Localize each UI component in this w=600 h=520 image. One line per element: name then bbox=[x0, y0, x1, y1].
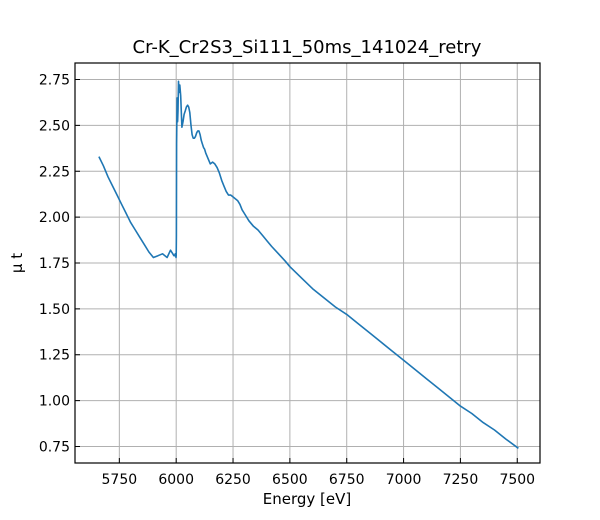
tick-layer: 5750 6000 6250 6500 6750 7000 7250 7500 0.75 1.00… bbox=[39, 73, 535, 488]
y-tick-label: 1.50 bbox=[39, 302, 70, 318]
y-tick-label: 1.75 bbox=[39, 256, 70, 272]
x-tick-label: 6500 bbox=[272, 472, 308, 488]
series-layer bbox=[98, 80, 519, 449]
grid-layer bbox=[75, 63, 540, 463]
y-tick-label: 0.75 bbox=[39, 439, 70, 455]
y-axis-label: μ t bbox=[8, 253, 26, 273]
x-axis-label: Energy [eV] bbox=[263, 490, 351, 508]
x-tick-label: 7000 bbox=[386, 472, 422, 488]
x-tick-label: 5750 bbox=[102, 472, 138, 488]
x-tick-label: 7500 bbox=[499, 472, 535, 488]
y-tick-label: 1.00 bbox=[39, 394, 70, 410]
y-tick-label: 1.25 bbox=[39, 348, 70, 364]
y-tick-label: 2.25 bbox=[39, 164, 70, 180]
y-tick-label: 2.50 bbox=[39, 118, 70, 134]
chart-title: Cr-K_Cr2S3_Si111_50ms_141024_retry bbox=[133, 37, 482, 58]
x-tick-label: 6750 bbox=[329, 472, 365, 488]
series-line bbox=[98, 80, 519, 449]
y-tick-label: 2.75 bbox=[39, 73, 70, 89]
x-tick-label: 7250 bbox=[443, 472, 479, 488]
y-tick-label: 2.00 bbox=[39, 210, 70, 226]
x-tick-label: 6250 bbox=[215, 472, 251, 488]
x-tick-label: 6000 bbox=[158, 472, 194, 488]
